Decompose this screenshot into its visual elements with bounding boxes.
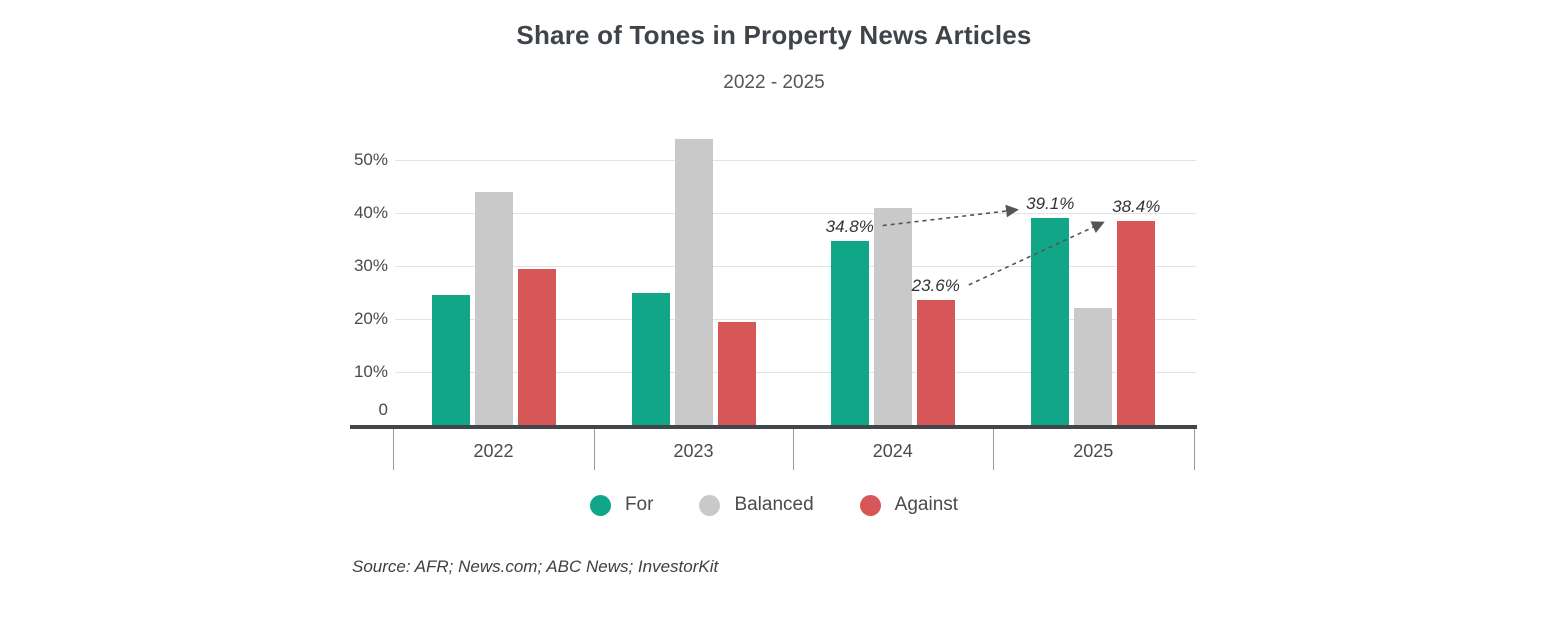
x-axis-tick (793, 429, 794, 470)
x-axis-label-2025: 2025 (1073, 441, 1114, 461)
x-axis-tick (393, 429, 394, 470)
bar-for-2022[interactable] (431, 295, 470, 425)
bar-balanced-2022[interactable] (474, 191, 513, 425)
x-axis-label-2022: 2022 (473, 441, 514, 461)
annotation-39.1%: 39.1% (1026, 193, 1075, 213)
bar-balanced-2023[interactable] (674, 138, 713, 425)
bar-balanced-2025[interactable] (1074, 308, 1113, 425)
chart-legend: For Balanced Against (0, 494, 1548, 516)
x-axis-line (350, 425, 1197, 429)
bar-for-2025[interactable] (1031, 217, 1070, 425)
bar-against-2025[interactable] (1117, 221, 1156, 425)
gridline-30% (395, 266, 1196, 267)
legend-item-for[interactable]: For (589, 494, 654, 516)
y-axis-label: 40% (353, 203, 388, 222)
legend-item-balanced[interactable]: Balanced (699, 494, 814, 516)
bar-for-2024[interactable] (830, 240, 869, 425)
bar-against-2023[interactable] (717, 321, 756, 425)
annotation-34.8%: 34.8% (825, 216, 874, 236)
x-axis-tick (594, 429, 595, 470)
legend-dot-balanced (699, 494, 721, 516)
annotation-38.4%: 38.4% (1112, 197, 1161, 217)
bar-against-2024[interactable] (916, 299, 955, 425)
x-axis-tick (992, 429, 994, 470)
y-axis-label: 20% (353, 309, 388, 328)
gridline-10% (395, 372, 1196, 373)
x-axis-label-2024: 2024 (872, 441, 913, 461)
gridline-40% (395, 213, 1196, 214)
legend-label: Against (894, 494, 959, 515)
legend-label: For (624, 494, 654, 515)
legend-dot-for (589, 494, 611, 516)
y-axis-label: 30% (353, 256, 388, 275)
source-note: Source: AFR; News.com; ABC News; Investo… (352, 557, 719, 576)
chart-title: Share of Tones in Property News Articles (516, 20, 1032, 50)
y-axis-label: 50% (353, 150, 388, 169)
chart-subtitle: 2022 - 2025 (723, 72, 825, 93)
gridline-20% (395, 319, 1196, 320)
y-axis-label: 0 (378, 400, 388, 419)
bar-balanced-2024[interactable] (873, 207, 912, 425)
legend-label: Balanced (734, 494, 814, 515)
x-axis-label-2023: 2023 (673, 441, 714, 461)
bar-against-2022[interactable] (517, 268, 556, 425)
annotation-23.6%: 23.6% (911, 275, 960, 295)
gridline-50% (395, 160, 1196, 161)
bar-for-2023[interactable] (631, 292, 670, 425)
y-axis-label: 10% (353, 362, 388, 381)
x-axis-tick (1194, 429, 1195, 470)
legend-item-against[interactable]: Against (859, 494, 959, 516)
legend-dot-against (859, 494, 881, 516)
